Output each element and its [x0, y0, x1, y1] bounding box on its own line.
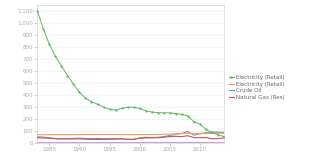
Legend: Electricity (Retail), Electricity (Retail), Crude Oil, Natural Gas (Res): Electricity (Retail), Electricity (Retai… — [229, 75, 285, 100]
